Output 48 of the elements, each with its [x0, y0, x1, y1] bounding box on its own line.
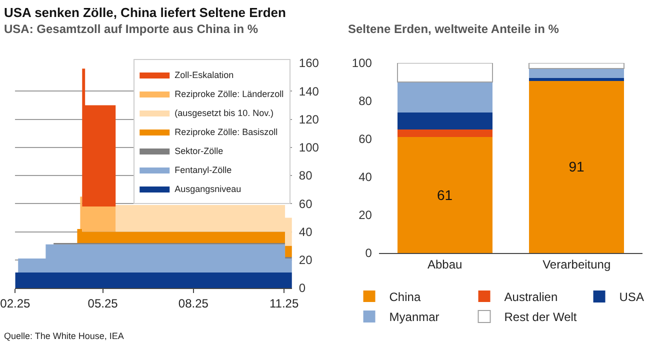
- y-tick-label: 100: [298, 140, 320, 155]
- bar: [397, 130, 492, 138]
- chart-subtitle: USA: Gesamtzoll auf Importe aus China in %: [4, 22, 258, 36]
- legend-label: Ausgangsniveau: [174, 184, 242, 194]
- data-label: 91: [568, 158, 585, 175]
- chart-title: USA senken Zölle, China liefert Seltene Erden: [4, 5, 286, 20]
- y-tick-label: 160: [298, 56, 320, 70]
- x-tick-label: 05.25: [88, 296, 118, 310]
- legend-label: Myanmar: [389, 310, 440, 324]
- legend-label: Reziproke Zölle: Basiszoll: [174, 127, 278, 138]
- bar: [396, 63, 493, 82]
- legend-label: Reziproke Zölle: Länderzoll: [174, 89, 284, 100]
- legend-label: (ausgesetzt bis 10. Nov.): [174, 108, 274, 118]
- y-tick-label: 80: [298, 168, 313, 183]
- y-tick-label: 0: [365, 246, 372, 260]
- bar: [397, 82, 492, 112]
- legend-label: Sektor-Zölle: [174, 146, 224, 156]
- y-tick-label: 100: [352, 56, 372, 70]
- y-tick-label: 20: [358, 208, 372, 222]
- y-tick-label: 60: [298, 196, 313, 211]
- legend-label: Australien: [504, 290, 558, 304]
- legend-label: China: [389, 290, 421, 304]
- legend-label: Zoll-Eskalation: [174, 70, 234, 80]
- bar: [397, 137, 492, 253]
- y-tick-label: 60: [358, 132, 372, 146]
- bar: [528, 63, 625, 70]
- bar: [529, 78, 624, 81]
- y-tick-label: 80: [358, 94, 372, 108]
- x-tick-label: 11.25: [269, 296, 299, 310]
- y-tick-label: 40: [358, 170, 372, 184]
- x-tick-label: Abbau: [427, 257, 462, 272]
- x-tick-label: Verarbeitung: [542, 257, 611, 272]
- y-tick-label: 0: [298, 281, 306, 296]
- bar: [529, 80, 624, 253]
- legend-label: USA: [619, 290, 644, 304]
- bar: [397, 112, 492, 130]
- x-tick-label: 02.25: [0, 296, 30, 310]
- legend-label: Fentanyl-Zölle: [174, 165, 232, 176]
- y-tick-label: 140: [298, 84, 320, 98]
- bar: [529, 68, 624, 78]
- y-tick-label: 20: [298, 253, 313, 268]
- chart-title: Seltene Erden, weltweite Anteile in %: [348, 22, 560, 36]
- data-label: 61: [436, 187, 453, 204]
- y-tick-label: 120: [298, 112, 320, 126]
- source-note: Quelle: The White House, IEA: [4, 331, 124, 341]
- x-tick-label: 08.25: [178, 296, 209, 310]
- legend-label: Rest der Welt: [504, 310, 578, 324]
- y-tick-label: 40: [298, 224, 313, 239]
